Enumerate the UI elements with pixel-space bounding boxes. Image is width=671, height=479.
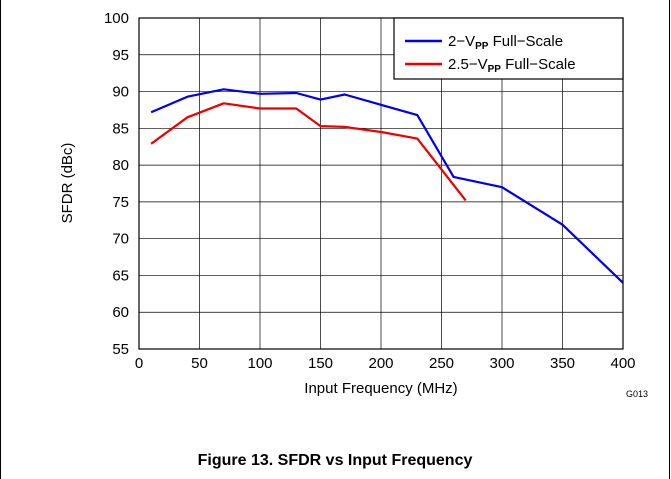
figure-id: G013 [626,389,648,399]
y-tick-label: 75 [112,194,129,211]
y-tick-label: 90 [112,84,129,101]
legend: 2−VPP Full−Scale 2.5−VPP Full−Scale [393,17,624,80]
y-tick-label: 60 [112,304,129,321]
x-tick-label: 250 [429,355,454,372]
y-axis-title: SFDR (dBc) [59,143,76,224]
x-tick-label: 200 [368,355,393,372]
y-tick-label: 55 [112,341,129,358]
legend-box [393,17,624,80]
y-tick-label: 80 [112,157,129,174]
y-tick-label: 65 [112,267,129,284]
series-lines [150,88,624,284]
x-tick-label: 50 [191,355,208,372]
y-tick-label: 95 [112,47,129,64]
y-tick-label: 70 [112,231,129,248]
x-tick-labels: 0 50 100 150 200 250 300 350 400 [135,355,636,372]
series-line-2vpp [150,88,624,284]
x-tick-label: 150 [308,355,333,372]
series-line-2-5vpp [150,102,467,202]
x-tick-label: 400 [610,355,635,372]
x-axis-title: Input Frequency (MHz) [304,380,457,397]
y-tick-label: 100 [104,10,129,27]
legend-label-2vpp: 2−VPP Full−Scale [448,33,563,52]
y-tick-labels: 55 60 65 70 75 80 85 90 95 100 [104,10,129,358]
x-tick-label: 0 [135,355,143,372]
x-tick-label: 100 [247,355,272,372]
plot-border [138,17,624,350]
figure-caption: Figure 13. SFDR vs Input Frequency [197,452,473,469]
y-tick-label: 85 [112,120,129,137]
legend-label-2-5vpp: 2.5−VPP Full−Scale [448,56,576,75]
x-tick-label: 300 [489,355,514,372]
x-tick-label: 350 [550,355,575,372]
